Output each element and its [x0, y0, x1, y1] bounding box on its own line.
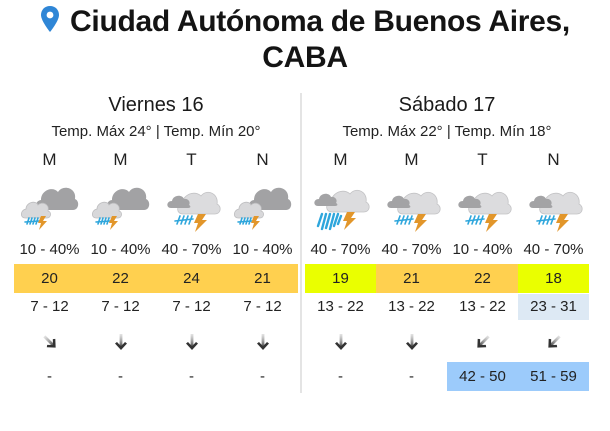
location-title-line1: Ciudad Autónoma de Buenos Aires, [70, 5, 570, 38]
south-arrow-icon [332, 333, 350, 351]
location-title: Ciudad Autónoma de Buenos Aires, CABA [0, 4, 610, 76]
precip-probability: 40 - 70% [523, 241, 584, 258]
map-pin-icon [41, 6, 60, 32]
wind-gust-row: - - - - [14, 362, 298, 391]
cloud-thunderstorm-heavy-rain-icon [310, 174, 372, 232]
day-column-viernes: Viernes 16 Temp. Máx 24° | Temp. Mín 20°… [14, 92, 298, 385]
period-label: M [42, 150, 57, 169]
precip-probability-row: 40 - 70% 40 - 70% 10 - 40% 40 - 70% [305, 239, 589, 261]
wind-gust: 42 - 50 [447, 362, 518, 391]
cloud-thunderstorm-rain-icon [523, 174, 585, 232]
south-arrow-icon [112, 333, 130, 351]
precip-probability: 40 - 70% [381, 241, 442, 258]
weather-icon-row [305, 174, 589, 236]
location-title-line2: CABA [262, 41, 348, 74]
period-label: N [256, 150, 269, 169]
temperature: 18 [518, 264, 589, 293]
wind-gust: - [47, 368, 52, 385]
day-divider [300, 93, 302, 393]
wind-gust: - [409, 368, 414, 385]
period-label: M [404, 150, 419, 169]
south-arrow-icon [254, 333, 272, 351]
wind-gust: - [189, 368, 194, 385]
wind-direction-row [305, 333, 589, 357]
wind-speed: 7 - 12 [243, 298, 282, 315]
precip-probability: 10 - 40% [19, 241, 80, 258]
cloud-thunderstorm-rain-icon [161, 174, 223, 232]
precip-probability: 40 - 70% [310, 241, 371, 258]
cloud-storm-light-rain-icon [90, 174, 152, 232]
wind-direction-row [14, 333, 298, 357]
precip-probability-row: 10 - 40% 10 - 40% 40 - 70% 10 - 40% [14, 239, 298, 261]
temperature: 19 [305, 264, 376, 293]
wind-speed: 23 - 31 [518, 294, 589, 320]
period-row: M M T N [305, 148, 589, 172]
precip-probability: 40 - 70% [161, 241, 222, 258]
period-label: T [477, 150, 488, 169]
day-min-max-temp: Temp. Máx 22° | Temp. Mín 18° [342, 123, 552, 140]
wind-gust: - [260, 368, 265, 385]
temperature: 24 [156, 264, 227, 293]
day-column-sabado: Sábado 17 Temp. Máx 22° | Temp. Mín 18° … [305, 92, 589, 391]
period-label: M [333, 150, 348, 169]
precip-probability: 10 - 40% [452, 241, 513, 258]
precip-probability: 10 - 40% [232, 241, 293, 258]
wind-speed: 7 - 12 [30, 298, 69, 315]
wind-speed-row: 13 - 22 13 - 22 13 - 22 23 - 31 [305, 294, 589, 320]
wind-gust: - [118, 368, 123, 385]
day-name: Sábado 17 [398, 94, 496, 116]
wind-speed: 7 - 12 [101, 298, 140, 315]
temperature: 21 [376, 264, 447, 293]
cloud-storm-light-rain-icon [19, 174, 81, 232]
temperature: 20 [14, 264, 85, 293]
precip-probability: 10 - 40% [90, 241, 151, 258]
wind-speed: 13 - 22 [317, 298, 364, 315]
wind-speed: 13 - 22 [459, 298, 506, 315]
temperature: 21 [227, 264, 298, 293]
day-name: Viernes 16 [108, 94, 204, 116]
period-label: N [547, 150, 560, 169]
wind-speed: 13 - 22 [388, 298, 435, 315]
weather-icon-row [14, 174, 298, 236]
temperature: 22 [85, 264, 156, 293]
temperature-row: 20 22 24 21 [14, 264, 298, 293]
temperature-row: 19 21 22 18 [305, 264, 589, 293]
temperature: 22 [447, 264, 518, 293]
southeast-arrow-icon [470, 329, 495, 354]
wind-gust: - [338, 368, 343, 385]
wind-gust: 51 - 59 [518, 362, 589, 391]
south-arrow-icon [403, 333, 421, 351]
period-label: T [186, 150, 197, 169]
wind-speed: 7 - 12 [172, 298, 211, 315]
cloud-thunderstorm-rain-icon [381, 174, 443, 232]
period-label: M [113, 150, 128, 169]
wind-speed-row: 7 - 12 7 - 12 7 - 12 7 - 12 [14, 294, 298, 320]
south-arrow-icon [183, 333, 201, 351]
wind-gust-row: - - 42 - 50 51 - 59 [305, 362, 589, 391]
day-min-max-temp: Temp. Máx 24° | Temp. Mín 20° [51, 123, 261, 140]
cloud-storm-light-rain-icon [232, 174, 294, 232]
southeast-arrow-icon [541, 329, 566, 354]
cloud-thunderstorm-rain-icon [452, 174, 514, 232]
period-row: M M T N [14, 148, 298, 172]
southwest-arrow-icon [37, 329, 62, 354]
